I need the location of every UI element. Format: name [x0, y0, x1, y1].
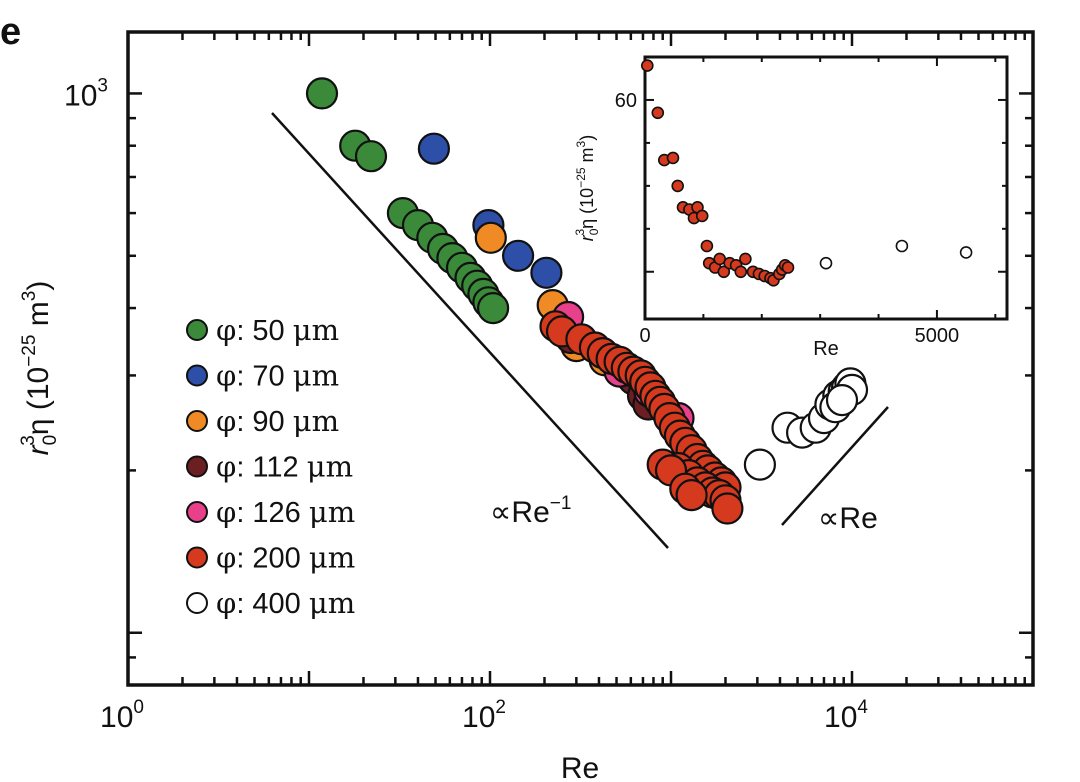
- main-data-points: [305, 77, 869, 525]
- x-tick-label: 100: [100, 697, 144, 734]
- legend: φ: 50 μm φ: 70 μm φ: 90 μm φ: 112 μm φ: 126 …: [186, 313, 355, 620]
- y-axis-label: r03η (10−25 m3): [18, 281, 61, 456]
- data-point-series-0: [477, 292, 510, 325]
- x-tick-label: 104: [824, 697, 868, 734]
- inset-data-point-series-0: [666, 151, 680, 165]
- inset-data-point-series-0: [717, 265, 731, 279]
- main-plot-frame: [126, 30, 1035, 687]
- inset-y-tick-label: 60: [615, 90, 637, 112]
- inset-data-point-series-1: [959, 246, 973, 259]
- inset-data-point-series-1: [819, 256, 833, 270]
- legend-marker: [186, 501, 208, 523]
- inset-data-point-series-0: [700, 239, 714, 253]
- inset-x-tick-label: 5000: [915, 325, 960, 347]
- legend-marker: [186, 410, 208, 432]
- legend-label: φ: 400 μm: [216, 586, 355, 620]
- data-point-series-0: [354, 140, 388, 173]
- data-point-series-6: [825, 384, 859, 417]
- data-point-series-5: [711, 492, 744, 525]
- data-point-series-2: [474, 221, 507, 254]
- annotation-re: ∝Re: [818, 502, 878, 535]
- data-point-series-6: [743, 448, 777, 481]
- legend-marker: [186, 364, 208, 387]
- legend-label: φ: 50 μm: [216, 313, 339, 347]
- data-point-series-1: [530, 256, 563, 289]
- inset-x-tick-label: 0: [639, 325, 650, 347]
- legend-marker: [186, 592, 208, 614]
- inset-data-point-series-0: [739, 252, 752, 266]
- legend-label: φ: 126 μm: [216, 495, 355, 529]
- annotation-re-minus-1: ∝Re−1: [490, 493, 571, 529]
- inset-data-point-series-0: [695, 209, 709, 223]
- legend-marker: [186, 546, 208, 569]
- y-tick-label: 103: [64, 75, 108, 112]
- inset-y-axis-label: r03η (10−25 m3): [573, 135, 601, 241]
- guide-line-re: [781, 406, 889, 526]
- legend-label: φ: 90 μm: [216, 404, 339, 438]
- panel-letter: e: [0, 11, 21, 53]
- inset-data-point-series-0: [734, 265, 748, 279]
- inset-tick-labels: 0 5000 60: [615, 90, 959, 347]
- main-axis-ticks: [126, 32, 1033, 687]
- inset-data-point-series-1: [895, 239, 909, 253]
- guide-line-re-minus-1: [271, 112, 669, 549]
- inset-data-point-series-0: [651, 106, 665, 120]
- inset-data-point-series-0: [781, 261, 795, 274]
- inset-data-points: [640, 59, 973, 287]
- inset-data-point-series-0: [671, 179, 685, 193]
- inset-frame: [643, 55, 1009, 321]
- legend-marker: [186, 319, 208, 341]
- inset-x-axis-label: Re: [813, 338, 839, 360]
- x-tick-label: 102: [462, 697, 506, 734]
- legend-marker: [186, 455, 208, 478]
- data-point-series-1: [417, 132, 450, 165]
- main-tick-labels: 100 102 104 103: [64, 75, 868, 734]
- x-axis-label: Re: [561, 752, 599, 782]
- data-point-series-0: [305, 77, 339, 110]
- inset-axis-ticks: [644, 57, 1007, 319]
- legend-label: φ: 112 μm: [216, 450, 353, 484]
- data-point-series-5: [675, 479, 708, 512]
- legend-label: φ: 200 μm: [216, 541, 355, 575]
- legend-label: φ: 70 μm: [216, 359, 339, 393]
- inset-data-point-series-0: [640, 59, 654, 72]
- data-point-series-1: [501, 239, 535, 272]
